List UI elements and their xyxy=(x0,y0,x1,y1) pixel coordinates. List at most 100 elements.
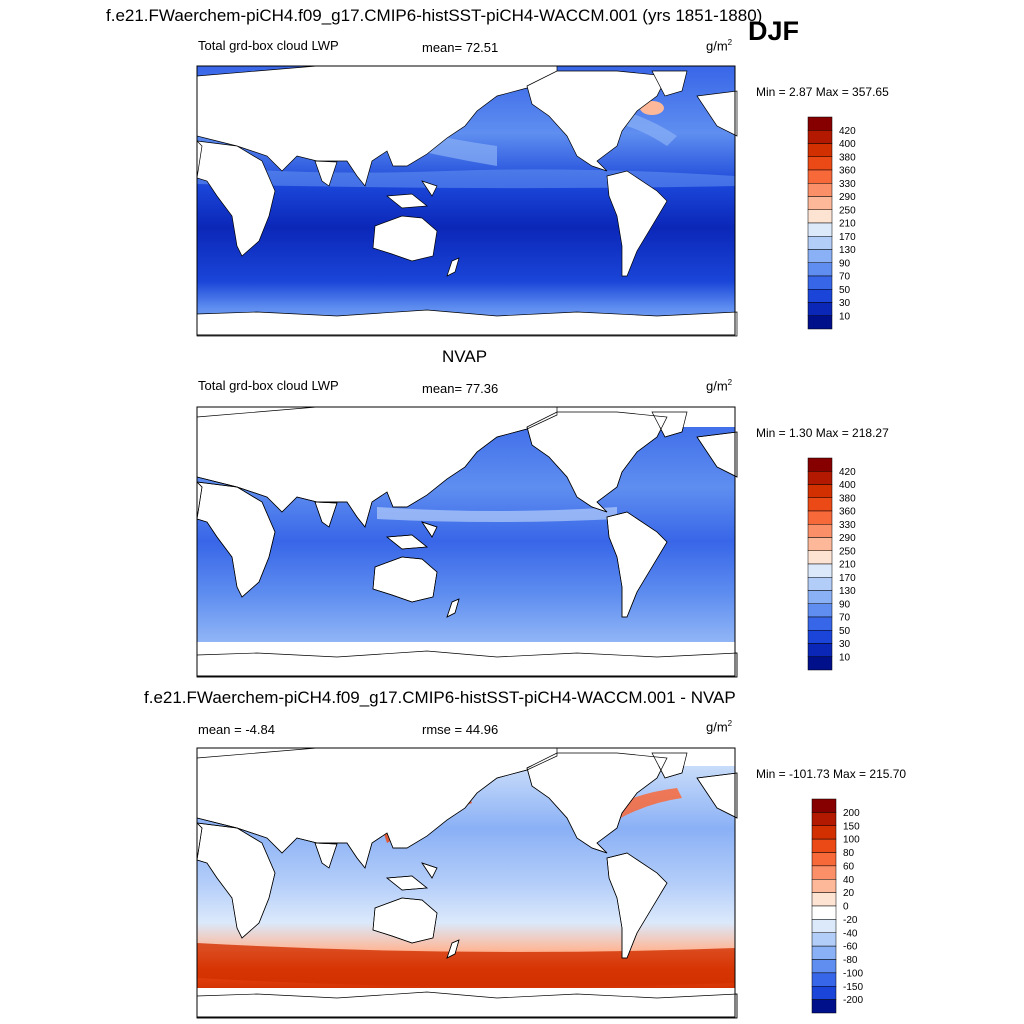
colorbar-swatch xyxy=(807,643,833,657)
colorbar-swatch xyxy=(811,972,837,987)
colorbar-label: 60 xyxy=(843,861,855,872)
colorbar-label: 200 xyxy=(843,808,860,819)
colorbar-swatch xyxy=(807,275,833,290)
colorbar-swatch xyxy=(807,457,833,472)
colorbar-label: -100 xyxy=(843,968,863,979)
panel3-mean: mean = -4.84 xyxy=(198,722,275,737)
colorbar-label: 210 xyxy=(839,560,856,571)
panel3-frame xyxy=(196,747,736,1018)
panel2-variable: Total grd-box cloud LWP xyxy=(198,378,339,393)
panel3-map xyxy=(196,747,738,1019)
colorbar-label: 50 xyxy=(839,285,851,296)
panel1-variable: Total grd-box cloud LWP xyxy=(198,38,339,53)
panel3-units: g/m2 xyxy=(706,719,733,735)
colorbar-swatch xyxy=(807,484,833,498)
colorbar-label: 210 xyxy=(839,219,856,230)
panel2-mean: mean= 77.36 xyxy=(422,381,499,396)
colorbar-swatch xyxy=(811,999,837,1014)
colorbar-label: 250 xyxy=(839,205,856,216)
colorbar-swatch xyxy=(807,550,833,565)
colorbar-swatch xyxy=(807,249,833,263)
colorbar-label: -60 xyxy=(843,942,858,953)
colorbar-swatch xyxy=(811,812,837,826)
colorbar-label: -40 xyxy=(843,928,858,939)
colorbar-swatch xyxy=(807,510,833,525)
colorbar-label: 10 xyxy=(839,652,851,663)
colorbar-swatch xyxy=(811,986,837,1000)
colorbar-swatch xyxy=(807,116,833,131)
colorbar-label: 330 xyxy=(839,179,856,190)
colorbar-swatch xyxy=(807,156,833,171)
panel3-southern-ocean-max xyxy=(197,943,735,987)
panel3-title: f.e21.FWaerchem-piCH4.f09_g17.CMIP6-hist… xyxy=(144,688,736,707)
colorbar-swatch xyxy=(807,143,833,157)
colorbar-swatch xyxy=(811,825,837,840)
colorbar-label: 360 xyxy=(839,166,856,177)
colorbar-swatch xyxy=(807,524,833,538)
colorbar-swatch xyxy=(807,222,833,237)
panel1-itcz-band xyxy=(197,166,735,189)
colorbar-label: 30 xyxy=(839,298,851,309)
colorbar-label: 170 xyxy=(839,232,856,243)
main-title: f.e21.FWaerchem-piCH4.f09_g17.CMIP6-hist… xyxy=(106,6,763,25)
colorbar-swatch xyxy=(807,262,833,277)
colorbar-label: -80 xyxy=(843,955,858,966)
colorbar-swatch xyxy=(807,537,833,551)
colorbar-label: 90 xyxy=(839,599,851,610)
panel3-gulfstream-max xyxy=(612,788,682,820)
panel2-colorbar: 420 400 380 360 330 290 250 210 170 130 90 70 50 30 10 xyxy=(807,457,856,671)
panel2-itcz-band xyxy=(377,507,617,522)
panel1-mean: mean= 72.51 xyxy=(422,40,499,55)
colorbar-label: 130 xyxy=(839,245,856,256)
panel1-frame xyxy=(196,65,736,336)
colorbar-label: 400 xyxy=(839,480,856,491)
colorbar-label: 100 xyxy=(843,835,860,846)
panel2-frame xyxy=(196,406,736,677)
colorbar-label: 40 xyxy=(843,875,855,886)
colorbar-label: 290 xyxy=(839,192,856,203)
panel1-colorbar: 420 400 380 360 330 290 250 210 170 130 90 70 50 30 10 xyxy=(807,116,856,330)
panel2-title: NVAP xyxy=(442,347,488,366)
colorbar-label: -150 xyxy=(843,982,863,993)
panel3-rmse: rmse = 44.96 xyxy=(422,722,499,737)
colorbar-swatch xyxy=(811,959,837,974)
colorbar-swatch xyxy=(811,932,837,947)
colorbar-label: 80 xyxy=(843,848,855,859)
colorbar-swatch xyxy=(807,196,833,210)
colorbar-label: 0 xyxy=(843,902,849,913)
colorbar-swatch xyxy=(807,471,833,485)
colorbar-swatch xyxy=(811,852,837,867)
panel2-map xyxy=(196,406,738,678)
panel3-missing-north xyxy=(197,748,735,766)
panel3-minmax: Min = -101.73 Max = 215.70 xyxy=(756,767,907,781)
colorbar-label: -20 xyxy=(843,915,858,926)
colorbar-swatch xyxy=(807,630,833,644)
colorbar-label: 90 xyxy=(839,258,851,269)
colorbar-swatch xyxy=(807,315,833,330)
colorbar-swatch xyxy=(811,945,837,960)
colorbar-swatch xyxy=(807,577,833,591)
panel1-minmax: Min = 2.87 Max = 357.65 xyxy=(756,85,889,99)
colorbar-label: 170 xyxy=(839,573,856,584)
colorbar-label: 290 xyxy=(839,533,856,544)
colorbar-swatch xyxy=(807,130,833,144)
colorbar-label: 50 xyxy=(839,626,851,637)
colorbar-swatch xyxy=(807,563,833,578)
season-label: DJF xyxy=(748,16,800,46)
colorbar-label: 330 xyxy=(839,520,856,531)
colorbar-label: 130 xyxy=(839,586,856,597)
colorbar-label: 400 xyxy=(839,139,856,150)
panel3-missing-south xyxy=(197,988,735,1017)
colorbar-swatch xyxy=(807,603,833,618)
colorbar-swatch xyxy=(807,497,833,512)
colorbar-swatch xyxy=(807,236,833,250)
colorbar-label: 250 xyxy=(839,546,856,557)
colorbar-swatch xyxy=(807,302,833,316)
colorbar-label: 30 xyxy=(839,639,851,650)
colorbar-swatch xyxy=(811,798,837,813)
panel3-colorbar: 200150100806040200-20-40-60-80-100-150-2… xyxy=(811,798,863,1014)
colorbar-label: 20 xyxy=(843,888,855,899)
colorbar-swatch xyxy=(811,905,837,920)
colorbar-label: 380 xyxy=(839,152,856,163)
